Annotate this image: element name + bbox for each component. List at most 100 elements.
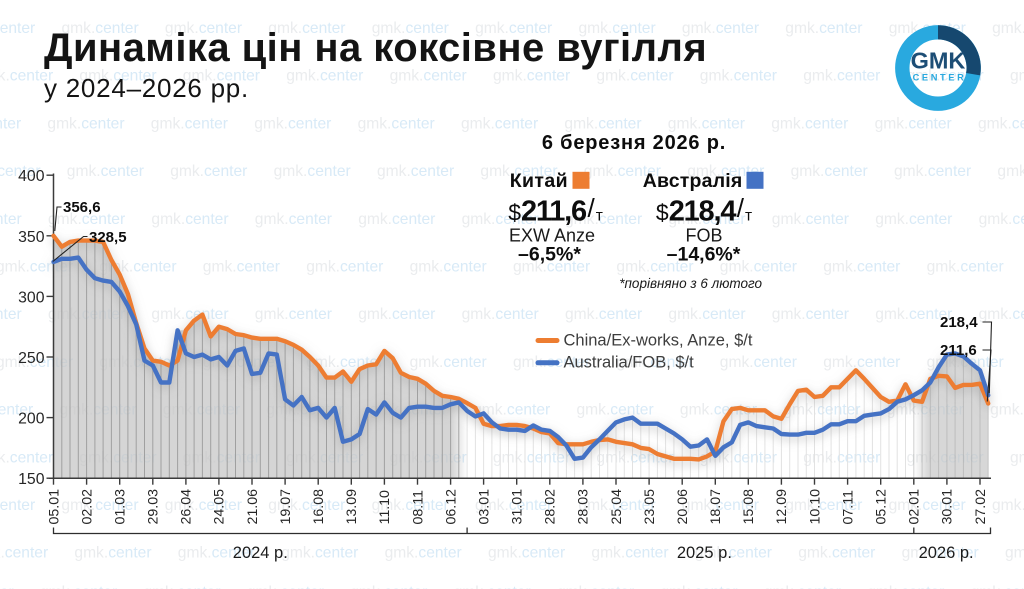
svg-text:gmk.center: gmk.center [0,497,35,514]
svg-text:gmk.center: gmk.center [143,584,220,589]
svg-text:24.05: 24.05 [212,489,228,525]
svg-text:–14,6%*: –14,6%* [667,244,741,266]
svg-text:6 березня 2026 р.: 6 березня 2026 р. [542,132,726,154]
svg-text:gmk.center: gmk.center [979,211,1024,228]
svg-text:06.12: 06.12 [443,489,459,525]
svg-text:Австралія: Австралія [643,170,743,192]
svg-text:gmk.center: gmk.center [591,545,668,562]
svg-text:218,4: 218,4 [940,314,978,331]
svg-text:05.01: 05.01 [46,489,62,525]
svg-text:gmk.center: gmk.center [803,68,880,85]
svg-text:gmk.center: gmk.center [1010,68,1024,85]
svg-text:gmk.center: gmk.center [785,20,862,37]
svg-text:gmk.center: gmk.center [695,545,772,562]
svg-text:gmk.center: gmk.center [488,545,565,562]
svg-text:gmk.center: gmk.center [170,163,247,180]
svg-text:gmk.center: gmk.center [1010,449,1024,466]
svg-text:gmk.center: gmk.center [0,449,53,466]
svg-text:gmk.center: gmk.center [480,163,557,180]
svg-text:gmk.center: gmk.center [875,306,952,323]
svg-text:13.09: 13.09 [344,489,360,525]
svg-text:150: 150 [18,471,45,488]
svg-text:gmk.center: gmk.center [0,584,14,589]
svg-text:gmk.center: gmk.center [682,20,759,37]
svg-text:gmk.center: gmk.center [668,306,745,323]
svg-text:27.02: 27.02 [973,489,989,525]
svg-text:gmk.center: gmk.center [889,497,966,514]
svg-text:gmk.center: gmk.center [668,211,745,228]
svg-text:gmk.center: gmk.center [274,163,351,180]
svg-text:gmk.center: gmk.center [785,497,862,514]
svg-text:China/Ex-works, Anze, $/t: China/Ex-works, Anze, $/t [564,331,753,349]
svg-text:gmk.center: gmk.center [992,497,1024,514]
svg-text:gmk.center: gmk.center [992,20,1024,37]
svg-text:29.03: 29.03 [146,489,162,525]
svg-text:–6,5%*: –6,5%* [518,244,581,266]
svg-text:250: 250 [18,350,45,367]
svg-text:gmk.center: gmk.center [0,68,53,85]
svg-text:gmk.center: gmk.center [40,584,117,589]
svg-text:gmk.center: gmk.center [385,545,462,562]
svg-text:gmk.center: gmk.center [616,259,693,276]
svg-text:gmk.center: gmk.center [165,20,242,37]
svg-text:gmk.center: gmk.center [462,211,539,228]
svg-text:gmk.center: gmk.center [596,68,673,85]
svg-text:gmk.center: gmk.center [0,306,22,323]
svg-text:356,6: 356,6 [63,199,101,216]
svg-text:gmk.center: gmk.center [927,259,1004,276]
svg-text:2024 р.: 2024 р. [233,544,288,562]
svg-text:gmk.center: gmk.center [584,163,661,180]
svg-text:12.09: 12.09 [774,489,790,525]
svg-text:gmk.center: gmk.center [306,259,383,276]
svg-text:gmk.center: gmk.center [894,163,971,180]
svg-text:19.07: 19.07 [278,489,294,525]
svg-text:gmk.center: gmk.center [475,20,552,37]
svg-text:gmk.center: gmk.center [47,115,124,132]
svg-text:gmk.center: gmk.center [247,584,324,589]
svg-text:211,6: 211,6 [940,342,977,359]
svg-text:25.04: 25.04 [609,489,625,525]
svg-text:$218,4/т: $218,4/т [656,193,752,228]
svg-text:gmk.center: gmk.center [410,354,487,371]
svg-text:gmk.center: gmk.center [151,115,228,132]
svg-text:gmk.center: gmk.center [203,259,280,276]
svg-text:gmk.center: gmk.center [0,545,48,562]
svg-text:31.01: 31.01 [510,489,526,525]
svg-text:02.01: 02.01 [907,489,923,525]
svg-text:gmk.center: gmk.center [971,584,1024,589]
svg-text:gmk.center: gmk.center [771,115,848,132]
svg-text:gmk.center: gmk.center [0,211,22,228]
svg-text:28.02: 28.02 [543,489,559,525]
svg-text:gmk.center: gmk.center [578,497,655,514]
svg-text:gmk.center: gmk.center [358,211,435,228]
svg-text:gmk.center: gmk.center [151,211,228,228]
svg-text:400: 400 [18,168,45,185]
svg-text:gmk.center: gmk.center [0,402,33,419]
svg-text:gmk.center: gmk.center [513,354,590,371]
svg-text:2026 р.: 2026 р. [919,544,974,562]
svg-text:gmk.center: gmk.center [564,115,641,132]
svg-text:02.02: 02.02 [79,489,95,525]
svg-text:gmk.center: gmk.center [616,354,693,371]
svg-text:16.08: 16.08 [311,489,327,525]
svg-text:gmk.center: gmk.center [377,163,454,180]
svg-text:gmk.center: gmk.center [0,115,21,132]
svg-text:gmk.center: gmk.center [0,20,35,37]
svg-text:gmk.center: gmk.center [668,115,745,132]
svg-text:gmk.center: gmk.center [462,306,539,323]
svg-text:28.03: 28.03 [576,489,592,525]
svg-text:gmk.center: gmk.center [62,20,139,37]
svg-text:gmk.center: gmk.center [0,163,41,180]
svg-text:gmk.center: gmk.center [557,584,634,589]
svg-text:gmk.center: gmk.center [979,306,1024,323]
svg-text:*порівняно з 6 лютого: *порівняно з 6 лютого [619,276,762,291]
svg-text:gmk.center: gmk.center [165,497,242,514]
svg-text:gmk.center: gmk.center [823,259,900,276]
svg-text:328,5: 328,5 [89,229,127,246]
svg-text:08.11: 08.11 [410,490,426,525]
svg-text:gmk.center: gmk.center [178,545,255,562]
svg-text:Китай: Китай [510,170,568,192]
svg-text:2025 р.: 2025 р. [677,544,732,562]
svg-text:26.04: 26.04 [179,489,195,525]
svg-text:gmk.center: gmk.center [183,68,260,85]
